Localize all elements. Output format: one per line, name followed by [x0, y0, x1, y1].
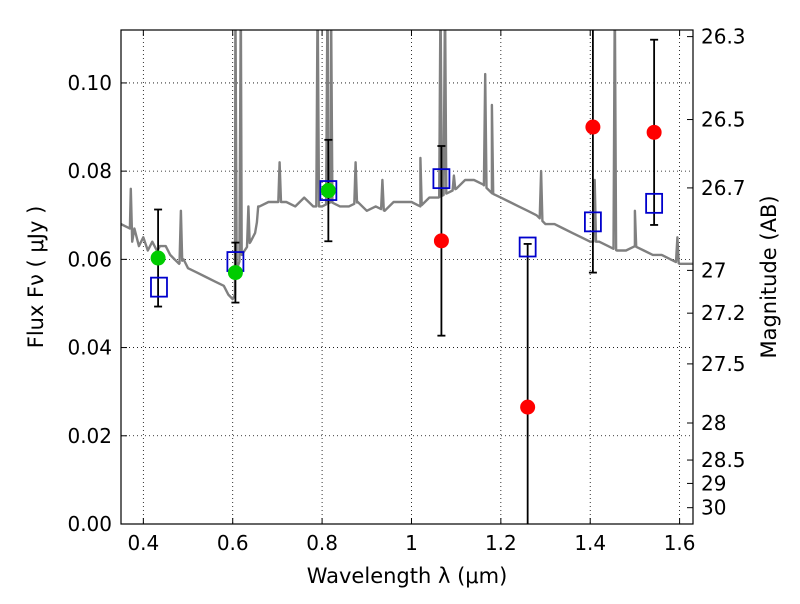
model-flux-square	[432, 168, 451, 190]
axis-ticks: 0.4 0.6 0.8 1 1.2 1.4 1.6 0.00 0.02 0.04 0.06 0.08 0…	[67, 25, 745, 555]
model-flux-square	[150, 276, 168, 298]
right-tick-label: 26.5	[701, 108, 746, 132]
model-flux-square	[319, 180, 338, 201]
x-tick-label: 1.2	[485, 531, 517, 555]
right-tick-label: 27.2	[701, 301, 746, 325]
plot-frame	[120, 29, 694, 525]
y-tick-label: 0.06	[67, 247, 112, 271]
measurement-point	[646, 124, 662, 140]
marker-layer	[150, 119, 664, 415]
measurement-point	[433, 233, 449, 249]
x-tick-label: 0.4	[127, 531, 159, 555]
model-flux-square	[584, 211, 602, 233]
right-tick-label: 27.5	[701, 352, 746, 376]
detection-point	[150, 250, 166, 266]
x-tick-label: 0.6	[217, 531, 249, 555]
y-tick-label: 0.08	[67, 159, 112, 183]
y-axis-label: Flux Fν ( μJy )	[24, 206, 48, 349]
errorbar-layer	[154, 30, 659, 524]
model-spectrum-line	[121, 30, 693, 301]
y-tick-label: 0.04	[67, 336, 112, 360]
right-tick-label: 28	[701, 411, 726, 435]
y-axis-right-label: Magnitude (AB)	[757, 195, 781, 358]
right-tick-label: 26.3	[701, 25, 746, 49]
measurement-point	[520, 399, 536, 415]
right-tick-label: 27	[701, 258, 726, 282]
x-tick-label: 0.8	[306, 531, 338, 555]
right-tick-label: 29	[701, 471, 726, 495]
model-flux-square	[518, 236, 537, 258]
right-tick-label: 30	[701, 496, 726, 520]
measurement-point	[585, 119, 601, 135]
y-tick-label: 0.10	[67, 71, 112, 95]
detection-point	[320, 183, 336, 199]
model-flux-square	[645, 192, 664, 214]
right-tick-label: 28.5	[701, 448, 746, 472]
right-tick-label: 26.7	[701, 176, 746, 200]
x-tick-label: 1	[405, 531, 418, 555]
y-tick-label: 0.02	[67, 424, 112, 448]
x-axis-label: Wavelength λ (μm)	[307, 564, 508, 588]
x-tick-label: 1.4	[574, 531, 606, 555]
x-tick-label: 1.6	[664, 531, 696, 555]
detection-point	[227, 265, 243, 281]
model-spectrum-layer	[121, 30, 693, 301]
y-tick-label: 0.00	[67, 512, 112, 536]
